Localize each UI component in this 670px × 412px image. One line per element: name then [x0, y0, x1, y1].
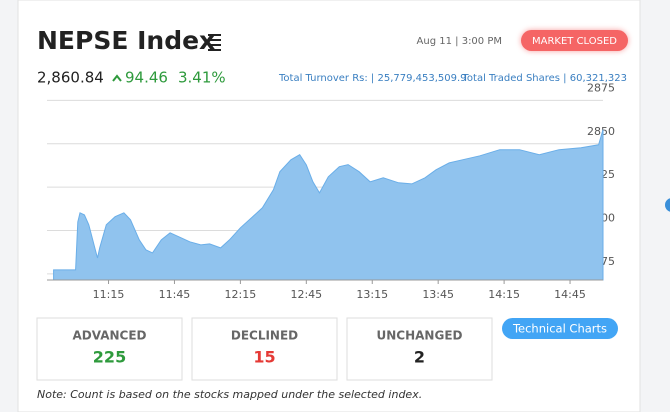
shares: Total Traded Shares | 60,321,323: [462, 73, 628, 84]
percent: 3.41%: [178, 69, 226, 87]
menu-icon[interactable]: [208, 34, 221, 51]
up-arrow: [112, 74, 122, 82]
button-label[interactable]: Technical Charts: [512, 322, 607, 336]
x-tick-label: 11:15: [93, 288, 125, 301]
count-box: [191, 317, 338, 381]
status: MARKET CLOSED: [532, 36, 617, 47]
count-label: DECLINED: [231, 329, 298, 343]
x-tick-label: 13:15: [356, 288, 388, 301]
count-label: UNCHANGED: [377, 329, 463, 343]
x-tick-label: 13:45: [422, 288, 454, 301]
side-handle[interactable]: [665, 198, 670, 212]
change: 94.46: [125, 69, 168, 87]
turnover: Total Turnover Rs: | 25,779,453,509.9: [278, 73, 467, 84]
counts: ADVANCED 225 DECLINED 15 UNCHANGED 2: [36, 317, 493, 381]
count-value: 225: [93, 348, 126, 367]
technical-charts-button[interactable]: [502, 318, 618, 339]
count-box: [346, 317, 493, 381]
count-box: [36, 317, 183, 381]
x-tick-label: 14:15: [488, 288, 520, 301]
x-tick-label: 11:45: [159, 288, 191, 301]
y-tick-label: 2850: [587, 125, 615, 138]
area: [53, 129, 604, 281]
x-tick-label: 12:45: [290, 288, 322, 301]
index-value: 2,860.84: [37, 69, 104, 87]
x-tick-label: 12:15: [225, 288, 257, 301]
title: NEPSE Index: [37, 26, 215, 55]
chart: 2775280028252850287511:1511:4512:1512:45…: [47, 81, 615, 301]
count-label: ADVANCED: [72, 329, 146, 343]
y-tick-label: 2875: [587, 81, 615, 94]
x-tick-label: 14:45: [554, 288, 586, 301]
note: Note: Count is based on the stocks mappe…: [37, 388, 422, 401]
count-value: 2: [414, 348, 425, 367]
count-value: 15: [253, 348, 275, 367]
status-badge: [521, 30, 628, 51]
date-time: Aug 11 | 3:00 PM: [417, 36, 502, 47]
